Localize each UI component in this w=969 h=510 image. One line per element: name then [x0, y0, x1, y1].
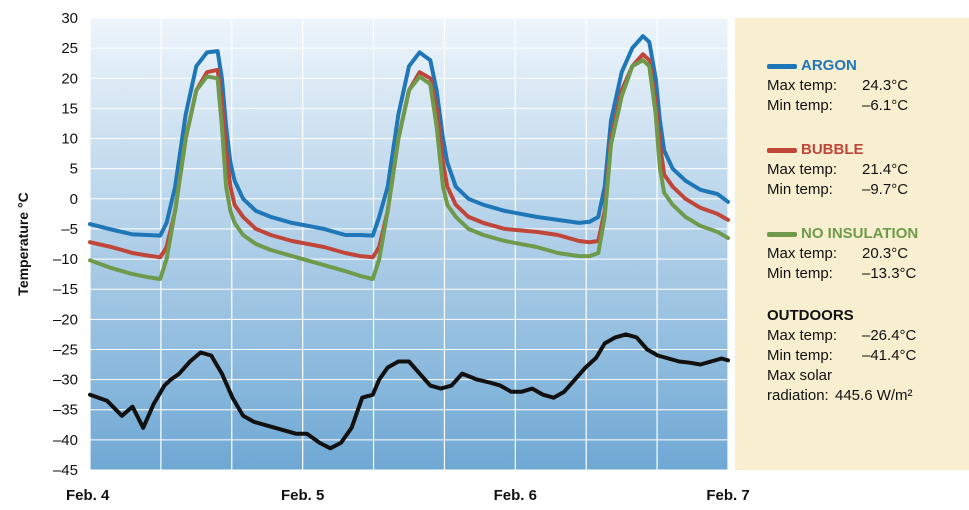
y-tick-label: 20 [61, 70, 78, 87]
legend-stat-row: Min temp: –9.7°C [767, 180, 908, 200]
legend-stat-value: 20.3°C [862, 245, 909, 262]
y-axis-label: Temperature °C [15, 192, 31, 295]
x-axis: Feb. 4 Feb. 5 Feb. 6 Feb. 7 [66, 487, 750, 504]
legend-stat-key: Max temp: [767, 327, 838, 344]
legend-panel: ARGON Max temp: 24.3°C Min temp: –6.1°C BUBBL… [735, 18, 969, 470]
y-tick-label: –20 [53, 311, 78, 328]
legend-stat-value: –41.4°C [862, 347, 917, 364]
legend-stat-row: Min temp: –6.1°C [767, 96, 908, 116]
legend-heading: BUBBLE [767, 140, 908, 160]
legend-heading: OUTDOORS [767, 306, 916, 326]
legend-stat-row: Max temp: –26.4°C [767, 326, 916, 346]
y-tick-label: 25 [61, 40, 78, 57]
legend-stat-value: –26.4°C [862, 327, 917, 344]
x-tick-label: Feb. 4 [66, 487, 110, 504]
grid [89, 17, 729, 471]
legend-stat-value: –6.1°C [862, 97, 909, 114]
y-tick-label: 5 [70, 161, 78, 178]
y-tick-label: –25 [53, 341, 78, 358]
y-axis: 30 25 20 15 10 5 0 –5 –10 –15 –20 –25 –30 –35 –40 –45 [53, 10, 78, 479]
y-tick-label: –45 [53, 462, 78, 479]
legend-entry-no-insulation: NO INSULATION Max temp: 20.3°C Min temp: –13… [767, 224, 918, 284]
legend-swatch [767, 63, 797, 69]
series-line-outdoors [88, 332, 730, 451]
y-tick-label: –10 [53, 251, 78, 268]
y-tick-label: 15 [61, 100, 78, 117]
legend-solar-key: radiation: [767, 387, 829, 404]
plot-area [90, 18, 728, 470]
legend-solar-value: 445.6 W/m² [835, 387, 913, 404]
y-tick-label: –15 [53, 281, 78, 298]
legend-stat-key: Min temp: [767, 265, 833, 282]
series-line-bubble [88, 52, 730, 260]
legend-heading: NO INSULATION [767, 224, 918, 244]
legend-entry-outdoors: OUTDOORS Max temp: –26.4°C Min temp: –41.4°C… [767, 306, 916, 406]
series-line-no-insulation [88, 58, 730, 281]
legend-name: ARGON [801, 57, 857, 74]
legend-stat-row: Max temp: 20.3°C [767, 244, 918, 264]
y-tick-label: –40 [53, 432, 78, 449]
y-tick-label: –35 [53, 402, 78, 419]
legend-stat-row: Min temp: –13.3°C [767, 264, 918, 284]
legend-stat-key: Max temp: [767, 77, 838, 94]
legend-heading: ARGON [767, 56, 908, 76]
legend-stat-value: –9.7°C [862, 181, 909, 198]
legend-swatch [767, 147, 797, 153]
legend-stat-row: Max temp: 21.4°C [767, 160, 908, 180]
y-tick-label: 10 [61, 131, 78, 148]
legend-entry-bubble: BUBBLE Max temp: 21.4°C Min temp: –9.7°C [767, 140, 908, 200]
legend-solar-row: radiation: 445.6 W/m² [767, 386, 916, 406]
legend-stat-value: –13.3°C [862, 265, 917, 282]
legend-swatch [767, 231, 797, 237]
x-tick-label: Feb. 7 [706, 487, 749, 504]
legend-stat-row: Max temp: 24.3°C [767, 76, 908, 96]
legend-stat-key: Max temp: [767, 245, 838, 262]
legend-stat-row: Min temp: –41.4°C [767, 346, 916, 366]
legend-stat-key: Min temp: [767, 181, 833, 198]
y-tick-label: 0 [70, 191, 78, 208]
series-line-argon [88, 34, 730, 238]
legend-stat-value: 21.4°C [862, 161, 909, 178]
legend-stat-key: Min temp: [767, 347, 833, 364]
legend-stat-value: 24.3°C [862, 77, 909, 94]
legend-name: NO INSULATION [801, 225, 919, 242]
x-tick-label: Feb. 5 [281, 487, 324, 504]
legend-stat-key: Min temp: [767, 97, 833, 114]
y-tick-label: –30 [53, 372, 78, 389]
series-lines [88, 34, 730, 451]
y-tick-label: –5 [61, 221, 78, 238]
x-tick-label: Feb. 6 [494, 487, 537, 504]
legend-name: BUBBLE [801, 141, 864, 158]
legend-stat-key: Max temp: [767, 161, 838, 178]
legend-entry-argon: ARGON Max temp: 24.3°C Min temp: –6.1°C [767, 56, 908, 116]
legend-name: OUTDOORS [767, 307, 854, 324]
y-tick-label: 30 [61, 10, 78, 27]
legend-solar-label: Max solar [767, 367, 833, 384]
